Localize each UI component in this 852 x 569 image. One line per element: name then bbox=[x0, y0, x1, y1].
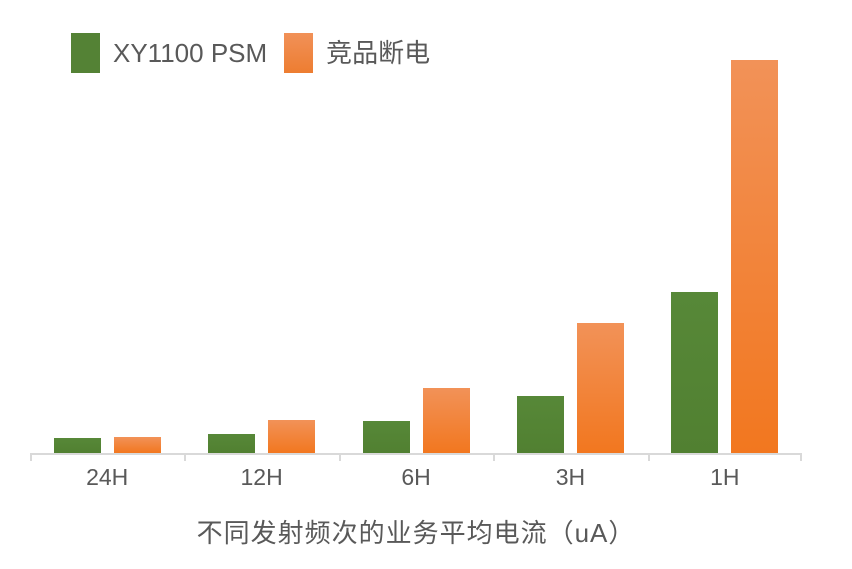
category-group-6h bbox=[339, 40, 493, 453]
bar-jingpin-duandian-12h bbox=[268, 420, 316, 453]
legend-label-xy1100-psm: XY1100 PSM bbox=[113, 38, 268, 68]
bar-jingpin-duandian-1h bbox=[731, 60, 779, 453]
category-group-1h bbox=[648, 40, 802, 453]
x-axis-label-24h: 24H bbox=[86, 464, 129, 490]
x-axis-label-12h: 12H bbox=[240, 464, 283, 490]
bar-jingpin-duandian-3h bbox=[576, 323, 624, 453]
bar-xy1100-psm-12h bbox=[208, 434, 256, 453]
chart-title: 不同发射频次的业务平均电流（uA） bbox=[196, 518, 636, 548]
legend-item-xy1100-psm: XY1100 PSM bbox=[71, 33, 267, 73]
legend-swatch-orange bbox=[284, 33, 314, 73]
chart-legend: XY1100 PSM 竞品断电 bbox=[71, 33, 430, 73]
x-axis-tick bbox=[493, 455, 495, 461]
x-axis-label-1h: 1H bbox=[710, 464, 740, 490]
bar-xy1100-psm-3h bbox=[516, 396, 564, 453]
bar-jingpin-duandian-6h bbox=[422, 388, 470, 453]
x-axis-labels: 24H 12H 6H 3H 1H bbox=[30, 464, 802, 491]
x-axis-tick bbox=[184, 455, 186, 461]
x-axis-tick bbox=[648, 455, 650, 461]
x-axis-tick bbox=[800, 455, 802, 461]
x-axis-label-3h: 3H bbox=[555, 464, 586, 490]
legend-label-jingpin-duandian: 竞品断电 bbox=[326, 38, 431, 68]
bar-xy1100-psm-1h bbox=[671, 292, 719, 453]
category-group-12h bbox=[184, 40, 338, 453]
legend-swatch-green bbox=[71, 33, 100, 73]
category-group-24h bbox=[30, 40, 184, 453]
bar-xy1100-psm-24h bbox=[53, 438, 101, 453]
legend-item-jingpin-duandian: 竞品断电 bbox=[284, 33, 430, 73]
x-axis-tick bbox=[339, 455, 341, 461]
bar-jingpin-duandian-24h bbox=[113, 437, 161, 453]
plot-area bbox=[30, 40, 802, 453]
bar-xy1100-psm-6h bbox=[362, 421, 410, 453]
x-axis-tick bbox=[30, 455, 32, 461]
x-axis-line bbox=[30, 453, 802, 461]
x-axis-label-6h: 6H bbox=[401, 464, 431, 490]
category-group-3h bbox=[493, 40, 647, 453]
